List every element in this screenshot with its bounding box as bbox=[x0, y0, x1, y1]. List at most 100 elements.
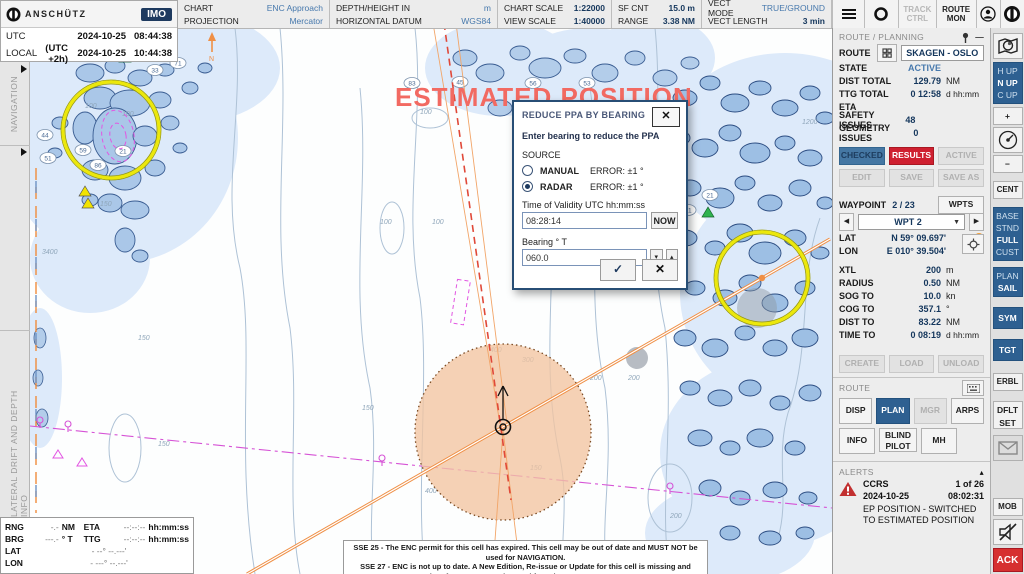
keyboard-button[interactable] bbox=[962, 380, 984, 396]
speaker-muted-icon bbox=[998, 523, 1017, 541]
local-clock-row: LOCAL (UTC +2h) 2024-10-25 10:44:38 bbox=[1, 43, 177, 65]
notice-line-2: SSE 27 - ENC is not up to date. A New Ed… bbox=[360, 562, 691, 574]
center-button[interactable]: CENT bbox=[992, 181, 1023, 199]
svg-text:31: 31 bbox=[684, 207, 692, 214]
compass-dial-icon bbox=[998, 130, 1017, 150]
prev-waypoint-button[interactable]: ◀ bbox=[839, 213, 854, 231]
row-value: 0 08:19 bbox=[910, 329, 941, 340]
cust-option[interactable]: CUST bbox=[995, 247, 1020, 257]
load-button[interactable]: LOAD bbox=[888, 355, 935, 373]
alert-entry[interactable]: CCRS 1 of 26 2024-10-25 08:02:31 EP POSITI… bbox=[839, 479, 984, 526]
lon-cursor-row: LON - ---° --.---' bbox=[5, 557, 189, 569]
collapse-arrow-icon[interactable]: ▴ bbox=[979, 467, 984, 477]
orientation-selector[interactable]: H UP N UP C UP bbox=[992, 62, 1023, 104]
menu-button[interactable] bbox=[832, 0, 864, 28]
field-chart-projection: CHART ENC Approach PROJECTION Mercator bbox=[178, 0, 330, 28]
row-value: 357.1 bbox=[918, 303, 941, 314]
mob-button[interactable]: MOB bbox=[992, 498, 1023, 516]
display-detail-selector[interactable]: BASE STND FULL CUST bbox=[992, 207, 1023, 261]
full-option[interactable]: FULL bbox=[996, 235, 1019, 245]
expand-arrow-icon[interactable] bbox=[21, 148, 27, 156]
track-ctrl-button[interactable]: TRACK CTRL bbox=[897, 0, 936, 28]
svg-text:100: 100 bbox=[380, 219, 392, 226]
edit-button[interactable]: EDIT bbox=[839, 169, 885, 187]
radar-label: RADAR bbox=[540, 181, 573, 192]
anschutz-menu-button[interactable] bbox=[999, 0, 1024, 28]
radar-radio[interactable] bbox=[522, 181, 533, 192]
info-button[interactable]: INFO bbox=[839, 428, 875, 454]
mh-button[interactable]: MH bbox=[921, 428, 957, 454]
manual-label: MANUAL bbox=[540, 165, 579, 176]
plan-sail-selector[interactable]: PLAN SAIL bbox=[992, 267, 1023, 297]
imo-badge[interactable]: IMO bbox=[141, 7, 172, 21]
sym-button[interactable]: SYM bbox=[992, 307, 1023, 329]
plan-option[interactable]: PLAN bbox=[996, 271, 1019, 281]
minimize-icon[interactable]: — bbox=[975, 32, 984, 42]
unload-button[interactable]: UNLOAD bbox=[938, 355, 985, 373]
waypoint-dropdown[interactable]: WPT 2 ▼ bbox=[858, 214, 965, 230]
disp-button[interactable]: DISP bbox=[839, 398, 873, 424]
cancel-button[interactable]: ✕ bbox=[642, 259, 678, 281]
sail-option[interactable]: SAIL bbox=[997, 283, 1018, 293]
route-mon-button[interactable]: ROUTE MON bbox=[935, 0, 976, 28]
lat-value: N 59° 09.697' bbox=[891, 232, 946, 243]
alert-message: EP POSITION - SWITCHED TO ESTIMATED POSI… bbox=[863, 504, 977, 525]
zoom-out-button[interactable]: − bbox=[992, 155, 1023, 173]
manual-radio[interactable] bbox=[522, 165, 533, 176]
yellow-highlight-circle-right bbox=[713, 229, 811, 327]
expand-arrow-icon[interactable] bbox=[21, 65, 27, 73]
time-of-validity-input[interactable] bbox=[522, 212, 647, 229]
mute-button[interactable] bbox=[992, 519, 1023, 545]
next-waypoint-button[interactable]: ▶ bbox=[969, 213, 984, 231]
rotation-dial-button[interactable] bbox=[992, 127, 1023, 153]
dialog-close-button[interactable]: ✕ bbox=[652, 107, 680, 127]
chart-info-fields: CHART ENC Approach PROJECTION Mercator DEP… bbox=[178, 0, 832, 28]
user-button[interactable] bbox=[975, 0, 1000, 28]
route-grid-button[interactable] bbox=[876, 43, 897, 62]
navigation-label: NAVIGATION bbox=[9, 76, 19, 133]
svg-text:150: 150 bbox=[362, 405, 374, 412]
results-button[interactable]: RESULTS bbox=[888, 147, 935, 165]
save-button[interactable]: SAVE bbox=[888, 169, 935, 187]
svg-text:150: 150 bbox=[138, 335, 150, 342]
active-button[interactable]: ACTIVE bbox=[938, 147, 985, 165]
checked-button[interactable]: CHECKED bbox=[839, 147, 885, 165]
dialog-message: Enter bearing to reduce the PPA bbox=[522, 131, 660, 141]
arps-button[interactable]: ARPS bbox=[950, 398, 984, 424]
messages-button[interactable] bbox=[992, 435, 1023, 461]
route-name-field[interactable]: SKAGEN - OSLO bbox=[900, 44, 984, 61]
chart-canvas[interactable]: 100 100 150 150 150 100 100 100 200 200 150 34… bbox=[30, 28, 832, 574]
chart-view-button[interactable] bbox=[992, 33, 1023, 59]
mgr-button[interactable]: MGR bbox=[913, 398, 947, 424]
zoom-in-button[interactable]: + bbox=[992, 107, 1023, 125]
sidebar-section-2[interactable] bbox=[0, 145, 30, 331]
tgt-button[interactable]: TGT bbox=[992, 339, 1023, 361]
n-up-option[interactable]: N UP bbox=[997, 78, 1018, 88]
alerts-title: ALERTS bbox=[839, 467, 874, 477]
now-button[interactable]: NOW bbox=[651, 212, 678, 229]
xtl-row: XTL 200 m bbox=[839, 263, 984, 276]
dflt-set-button[interactable]: DFLT SET bbox=[992, 401, 1023, 429]
sidebar-section-lateral[interactable]: LATERAL DRIFT AND DEPTH INFO bbox=[0, 330, 30, 517]
display-mode-button[interactable] bbox=[864, 0, 898, 28]
h-up-option[interactable]: H UP bbox=[997, 66, 1018, 76]
manual-radio-row[interactable]: MANUAL ERROR: ±1 ° bbox=[522, 165, 678, 176]
base-option[interactable]: BASE bbox=[996, 211, 1019, 221]
circled-soundings: 44 51 59 21 86 33 71 83 45 56 53 21 31 bbox=[36, 57, 719, 216]
save-as-button[interactable]: SAVE AS bbox=[938, 169, 985, 187]
create-button[interactable]: CREATE bbox=[839, 355, 885, 373]
stnd-option[interactable]: STND bbox=[995, 223, 1020, 233]
sidebar-section-navigation[interactable]: NAVIGATION bbox=[0, 62, 30, 146]
confirm-button[interactable]: ✓ bbox=[600, 259, 636, 281]
plan-button[interactable]: PLAN bbox=[876, 398, 910, 424]
ack-button[interactable]: ACK bbox=[992, 548, 1023, 572]
erbl-button[interactable]: ERBL bbox=[992, 373, 1023, 391]
map-icon bbox=[997, 38, 1018, 54]
route-section-title: ROUTE bbox=[839, 383, 871, 393]
blind-pilot-button[interactable]: BLIND PILOT bbox=[879, 428, 917, 452]
pin-icon[interactable] bbox=[961, 32, 970, 43]
position-settings-button[interactable] bbox=[962, 234, 984, 254]
radar-radio-row[interactable]: RADAR ERROR: ±1 ° bbox=[522, 181, 678, 192]
c-up-option[interactable]: C UP bbox=[997, 90, 1018, 100]
wpts-button[interactable]: WPTS bbox=[938, 195, 984, 214]
